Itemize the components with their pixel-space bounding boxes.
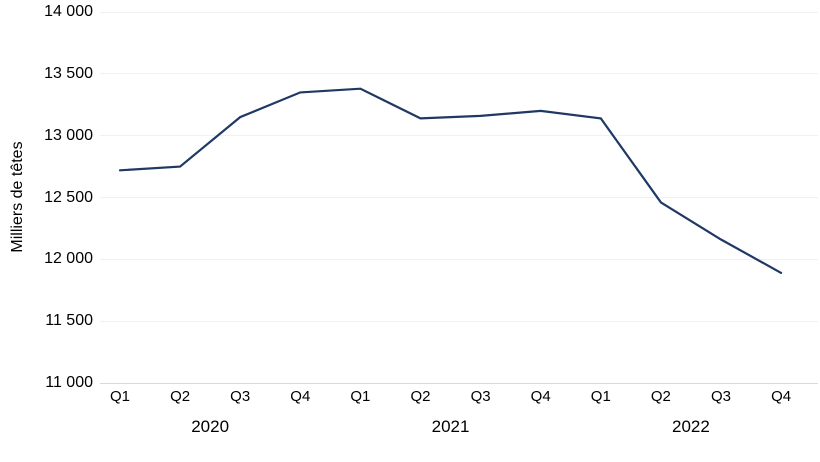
y-tick-label: 13 000 — [44, 126, 93, 144]
x-tick-label: Q2 — [650, 388, 671, 405]
x-tick-label: Q1 — [590, 388, 611, 405]
x-year-label: 2022 — [672, 417, 710, 436]
data-line — [118, 87, 783, 274]
y-tick-label: 11 500 — [45, 312, 93, 330]
y-tick-label: 12 000 — [44, 250, 93, 268]
x-tick-label: Q1 — [350, 388, 371, 405]
x-tick-label: Q3 — [470, 388, 491, 405]
x-tick-label: Q2 — [170, 388, 191, 405]
x-tick-label: Q4 — [530, 388, 551, 405]
x-tick-label: Q4 — [290, 388, 311, 405]
x-tick-label: Q3 — [710, 388, 731, 405]
x-year-label: 2020 — [191, 417, 230, 436]
x-tick-label: Q1 — [109, 388, 130, 405]
y-tick-label: 13 500 — [44, 64, 93, 82]
y-tick-label: 14 000 — [44, 3, 93, 20]
y-tick-label: 12 500 — [44, 188, 93, 206]
x-tick-label: Q2 — [410, 388, 431, 405]
x-tick-label: Q3 — [230, 388, 251, 405]
x-year-label: 2021 — [431, 417, 470, 436]
y-tick-label: 11 000 — [45, 374, 93, 391]
x-tick-label: Q4 — [771, 388, 792, 405]
